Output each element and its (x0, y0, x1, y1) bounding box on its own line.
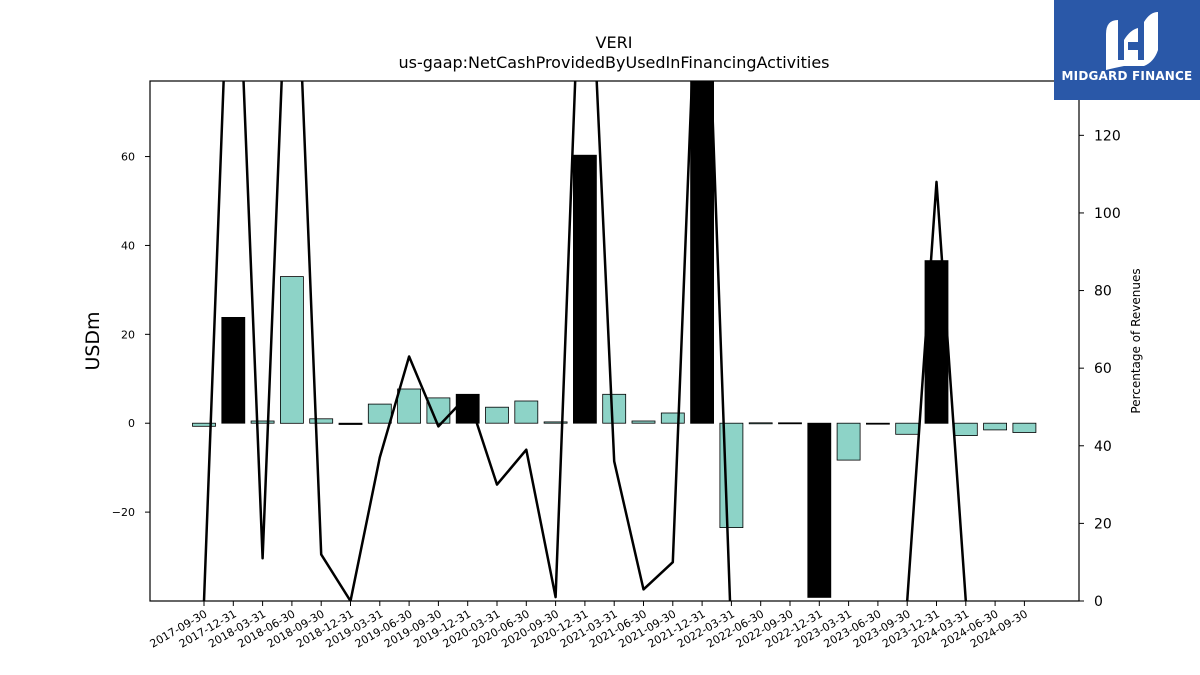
y-left-tick-label: 40 (121, 239, 135, 252)
x-axis: 2017-09-302017-12-312018-03-312018-06-30… (148, 601, 1030, 651)
y-left-tick-label: 0 (128, 417, 135, 430)
bar (397, 388, 422, 424)
bar (250, 420, 275, 424)
y-right-tick-label: 100 (1094, 206, 1121, 222)
bar (748, 422, 773, 425)
bar (602, 393, 627, 424)
y-right-tick-label: 40 (1094, 439, 1112, 455)
y-left-label: USDm (82, 311, 104, 370)
revenue-ratio-line (202, 81, 968, 601)
bar (807, 422, 832, 598)
y-right-label: Percentage of Revenues (1129, 268, 1143, 413)
bar (983, 422, 1007, 431)
brand-name: MIDGARD FINANCE (1061, 69, 1193, 83)
bar (895, 422, 920, 435)
bar (514, 400, 539, 424)
y-right-tick-label: 120 (1094, 128, 1121, 144)
bar (866, 422, 890, 425)
y-left-axis: −20 0 20 40 60 (112, 151, 150, 519)
y-right-axis: 0 20 40 60 80 100 120 (1079, 128, 1121, 610)
bar (660, 412, 685, 424)
chart-subtitle: us-gaap:NetCashProvidedByUsedInFinancing… (398, 53, 829, 72)
y-right-tick-label: 0 (1094, 594, 1103, 610)
chart-title: VERI (596, 33, 633, 52)
y-right-tick-label: 80 (1094, 284, 1112, 300)
bar (309, 418, 334, 424)
bar (279, 276, 304, 424)
y-left-tick-label: 60 (121, 151, 135, 164)
bar (631, 420, 656, 424)
y-right-tick-label: 20 (1094, 516, 1112, 532)
bar (338, 422, 363, 425)
bar (485, 406, 509, 424)
bar (836, 422, 861, 461)
bar (573, 154, 597, 424)
bar (367, 403, 392, 424)
bar (1012, 422, 1037, 433)
y-right-tick-label: 60 (1094, 361, 1112, 377)
y-left-tick-label: 20 (121, 328, 135, 341)
midgard-logo-icon (1106, 12, 1158, 70)
bar (778, 422, 802, 425)
bar (690, 81, 714, 424)
bar (192, 422, 216, 427)
bar (221, 316, 246, 424)
bar (543, 421, 568, 424)
bar (953, 422, 978, 437)
y-left-tick-label: −20 (112, 506, 135, 519)
brand-logo: MIDGARD FINANCE (1054, 0, 1200, 100)
